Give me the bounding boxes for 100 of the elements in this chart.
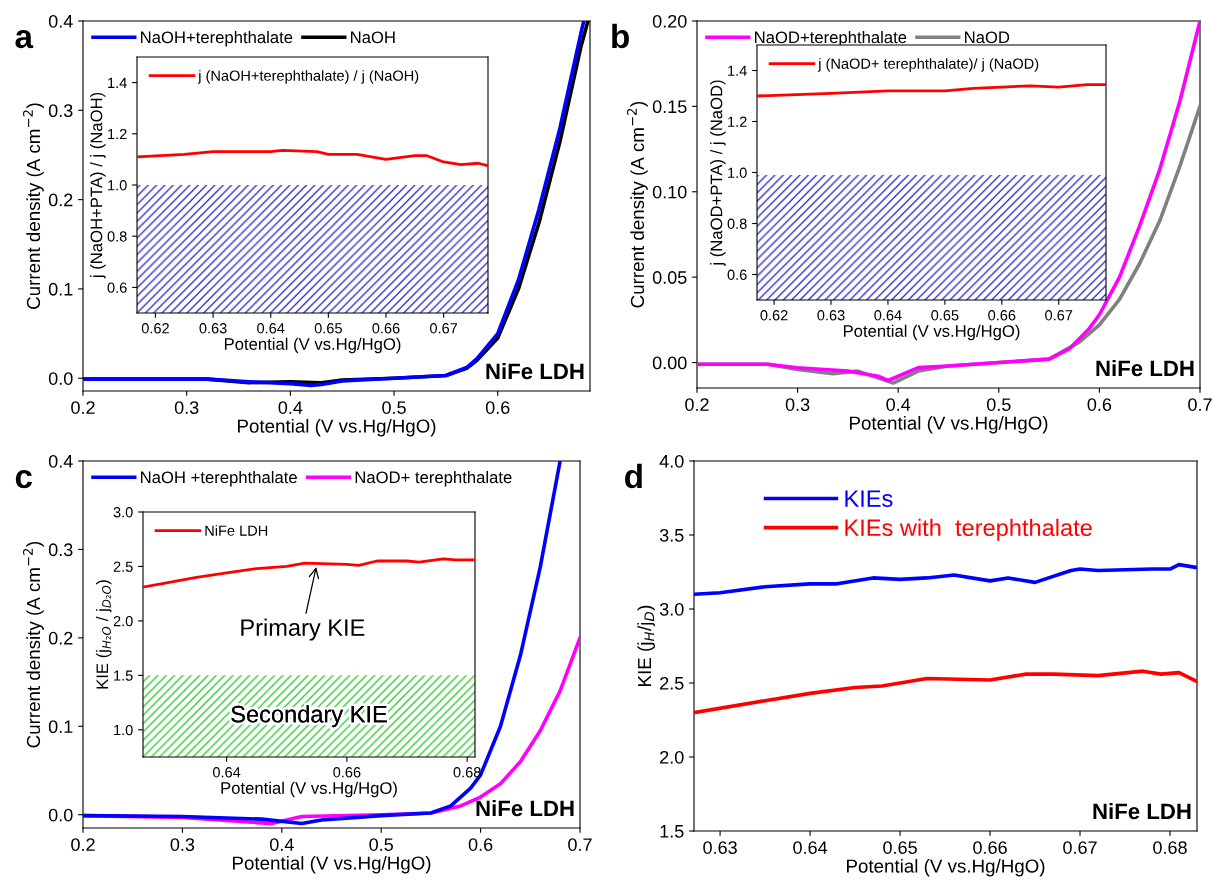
y-tick-label: 0.6 xyxy=(727,269,747,280)
y-tick-label: 2.5 xyxy=(660,676,684,690)
annotation: Primary KIE xyxy=(241,618,365,641)
x-tick-label: 0.65 xyxy=(314,323,342,334)
x-tick-label: 0.3 xyxy=(170,838,195,851)
y-tick-label: 1.5 xyxy=(114,670,133,681)
y-axis-title: KIE (j$_{H}$/j$_{D}$) xyxy=(637,605,655,686)
x-tick-label: 0.67 xyxy=(1045,310,1073,321)
y-tick-label: 0.20 xyxy=(652,14,687,28)
x-tick-label: 0.5 xyxy=(986,398,1011,411)
y-tick-label: 1.0 xyxy=(114,724,133,736)
y-tick-label: 0.3 xyxy=(48,104,73,118)
x-tick-label: 0.2 xyxy=(71,838,95,851)
x-tick-label: 0.68 xyxy=(453,767,481,778)
y-axis-title: Current density (A cm$^{−2}$) xyxy=(626,101,648,308)
y-tick-label: 3.0 xyxy=(113,507,133,518)
y-axis-title: Current density (A cm$^{−2}$) xyxy=(23,103,44,309)
legend-label: NaOH +terephthalate xyxy=(141,471,297,487)
y-tick-label: 1.4 xyxy=(728,65,747,76)
y-tick-label: 2.0 xyxy=(113,615,133,627)
x-tick-label: 0.63 xyxy=(817,310,845,321)
x-tick-label: 0.66 xyxy=(372,323,400,334)
x-tick-label: 0.63 xyxy=(703,841,737,854)
y-tick-label: 0.8 xyxy=(107,231,127,242)
y-tick-label: 0.1 xyxy=(48,720,73,734)
legend-label: j (NaOH+terephthalate) / j (NaOH) xyxy=(197,70,419,84)
y-tick-label: 0.10 xyxy=(652,185,687,199)
y-tick-label: 0.2 xyxy=(48,193,73,207)
x-axis-title: Potential (V vs.Hg/HgO) xyxy=(847,858,1045,877)
x-tick-label: 0.65 xyxy=(931,310,959,321)
y-tick-label: 1.4 xyxy=(108,77,127,88)
x-tick-label: 0.7 xyxy=(568,838,592,851)
x-tick-label: 0.7 xyxy=(1188,398,1212,411)
x-tick-label: 0.66 xyxy=(973,841,1007,854)
x-tick-label: 0.5 xyxy=(382,401,406,414)
x-tick-label: 0.3 xyxy=(785,398,810,411)
x-tick-label: 0.64 xyxy=(874,310,902,321)
x-tick-label: 0.67 xyxy=(430,323,458,334)
x-tick-label: 0.67 xyxy=(1063,841,1097,854)
annotation: NiFe LDH xyxy=(1093,802,1191,820)
x-tick-label: 0.68 xyxy=(1153,841,1187,854)
x-tick-label: 0.2 xyxy=(71,401,95,414)
chart-title: a xyxy=(15,30,34,49)
legend-label: NiFe LDH xyxy=(205,525,268,536)
y-tick-label: 0.8 xyxy=(727,218,747,229)
y-tick-label: 2.5 xyxy=(113,561,133,572)
x-tick-label: 0.5 xyxy=(369,838,393,851)
x-axis-title: Potential (V vs.Hg/HgO) xyxy=(850,415,1048,434)
line-series xyxy=(143,557,475,589)
x-axis-title: Potential (V vs.Hg/HgO) xyxy=(221,781,397,798)
x-tick-label: 0.4 xyxy=(278,401,303,414)
y-tick-label: 0.2 xyxy=(48,631,73,645)
x-tick-label: 0.62 xyxy=(760,310,788,321)
chart-title: d xyxy=(625,463,642,489)
y-tick-label: 0.3 xyxy=(48,543,73,557)
legend-label: NaOD+terephthalate xyxy=(755,31,907,47)
y-tick-label: 1.2 xyxy=(108,128,127,140)
y-tick-label: 2.0 xyxy=(660,750,684,764)
x-tick-label: 0.64 xyxy=(212,767,241,778)
y-tick-label: 0.0 xyxy=(48,372,73,385)
y-axis-title: j (NaOD+PTA) / j (NaOD) xyxy=(710,80,726,267)
annotation: NiFe LDH xyxy=(486,362,584,380)
y-tick-label: 4.0 xyxy=(659,454,684,468)
y-axis-title: Current density (A cm$^{−2}$) xyxy=(23,541,44,748)
x-tick-label: 0.2 xyxy=(685,398,709,411)
x-axis-title: Potential (V vs.Hg/HgO) xyxy=(224,337,401,354)
y-axis-title: KIE (j$_{H₂O}$ / j$_{D₂O}$) xyxy=(95,580,112,689)
y-tick-label: 1.2 xyxy=(728,116,747,127)
line-series xyxy=(694,669,1197,715)
x-tick-label: 0.6 xyxy=(485,401,510,414)
y-tick-label: 1.0 xyxy=(108,180,127,191)
line-series xyxy=(694,562,1197,597)
y-tick-label: 3.5 xyxy=(659,528,684,542)
annotation: NiFe LDH xyxy=(1096,359,1194,377)
x-tick-label: 0.4 xyxy=(886,398,911,411)
x-tick-label: 0.4 xyxy=(269,838,294,851)
legend-label: NaOD xyxy=(965,31,1010,44)
line-series xyxy=(137,149,488,168)
legend-label: NaOH xyxy=(351,31,395,44)
x-axis-title: Potential (V vs.Hg/HgO) xyxy=(233,855,431,874)
annotation: NiFe LDH xyxy=(476,799,574,817)
y-tick-label: 0.05 xyxy=(652,271,687,284)
y-tick-label: 0.0 xyxy=(48,808,73,822)
x-tick-label: 0.64 xyxy=(257,323,285,334)
legend-label: KIEs with terephthalate xyxy=(845,518,1092,541)
y-tick-label: 3.0 xyxy=(659,602,684,616)
line-series xyxy=(757,83,1106,98)
y-tick-label: 0.15 xyxy=(652,100,687,114)
y-tick-label: 0.4 xyxy=(48,454,73,468)
x-tick-label: 0.66 xyxy=(988,310,1016,321)
x-tick-label: 0.64 xyxy=(793,841,828,854)
x-tick-label: 0.3 xyxy=(174,401,199,414)
y-tick-label: 0.4 xyxy=(48,14,73,28)
legend-label: NaOH+terephthalate xyxy=(141,31,293,47)
x-tick-label: 0.6 xyxy=(1087,398,1112,411)
x-tick-label: 0.66 xyxy=(333,767,361,778)
x-axis-title: Potential (V vs.Hg/HgO) xyxy=(238,418,436,437)
x-tick-label: 0.6 xyxy=(468,838,493,851)
y-tick-label: 0.6 xyxy=(107,282,127,293)
legend-label: NaOD+ terephthalate xyxy=(355,471,512,487)
